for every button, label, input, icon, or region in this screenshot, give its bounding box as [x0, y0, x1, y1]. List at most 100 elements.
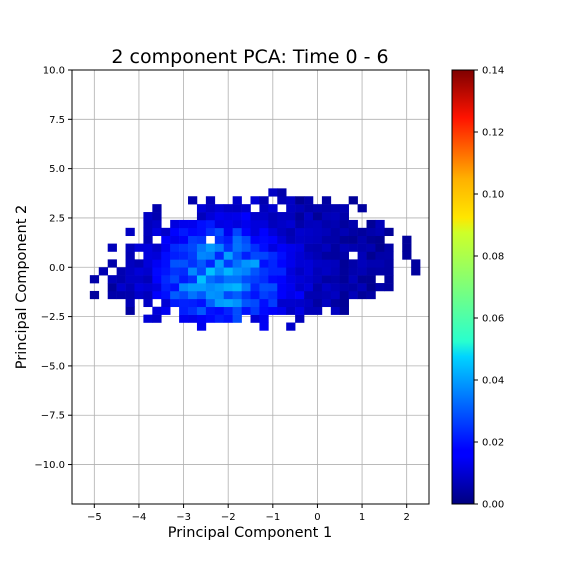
heatmap-cell [312, 259, 323, 268]
heatmap-cell [339, 267, 349, 276]
heatmap-cell [107, 275, 117, 284]
heatmap-cell [366, 290, 376, 300]
heatmap-cell [214, 314, 225, 323]
heatmap-cell [366, 243, 376, 252]
heatmap-cell [241, 204, 251, 213]
heatmap-cell [286, 275, 296, 284]
heatmap-cell [179, 227, 189, 237]
heatmap-cell [161, 283, 171, 292]
heatmap-cell [304, 212, 314, 221]
heatmap-cell [205, 283, 216, 292]
heatmap-cell [98, 267, 109, 276]
heatmap-cell [312, 204, 323, 213]
heatmap-cell [321, 275, 332, 284]
heatmap-cell [232, 275, 242, 284]
heatmap-cell [339, 259, 349, 268]
heatmap-cell [161, 290, 171, 300]
heatmap-cell [295, 212, 305, 221]
heatmap-cell [241, 212, 251, 221]
heatmap-cell [188, 314, 198, 323]
heatmap-cell [188, 275, 198, 284]
heatmap-cell [205, 219, 216, 229]
heatmap-cell [196, 298, 207, 308]
heatmap-cell [259, 283, 269, 292]
heatmap-cell [259, 322, 269, 331]
heatmap-cells [89, 188, 421, 331]
heatmap-cell [205, 314, 216, 323]
heatmap-cell [348, 227, 358, 237]
heatmap-cell [125, 259, 135, 268]
heatmap-cell [143, 259, 153, 268]
heatmap-cell [232, 243, 242, 252]
heatmap-cell [348, 267, 358, 276]
heatmap-cell [339, 235, 349, 244]
heatmap-cell [223, 251, 233, 260]
heatmap-cell [259, 243, 269, 252]
heatmap-cell [143, 251, 153, 260]
heatmap-cell [241, 306, 251, 315]
heatmap-cell [259, 204, 269, 213]
heatmap-cell [304, 290, 314, 300]
heatmap-cell [214, 267, 225, 276]
heatmap-cell [250, 275, 260, 284]
heatmap-cell [384, 259, 394, 268]
heatmap-cell [268, 267, 278, 276]
heatmap-cell [312, 275, 323, 284]
heatmap-cell [125, 243, 135, 252]
heatmap-cell [304, 251, 314, 260]
heatmap-cell [170, 259, 180, 268]
heatmap-cell [214, 306, 225, 315]
heatmap-cell [223, 243, 233, 252]
heatmap-cell [152, 251, 162, 260]
heatmap-cell [339, 275, 349, 284]
heatmap-cell [375, 219, 385, 229]
heatmap-cell [188, 267, 198, 276]
heatmap-cell [196, 322, 207, 331]
x-axis-label: Principal Component 1 [168, 525, 332, 541]
heatmap-cell [196, 267, 207, 276]
y-tick-label: −2.5 [41, 312, 65, 323]
heatmap-cell [116, 283, 126, 292]
heatmap-cell [107, 259, 117, 268]
heatmap-cell [143, 298, 153, 308]
heatmap-cell [214, 251, 225, 260]
heatmap-cell [116, 290, 126, 300]
heatmap-cell [250, 290, 260, 300]
heatmap-cell [232, 212, 242, 221]
heatmap-cell [196, 275, 207, 284]
heatmap-cell [116, 267, 126, 276]
heatmap-cell [321, 267, 332, 276]
heatmap-cell [196, 283, 207, 292]
heatmap-cell [268, 204, 278, 213]
heatmap-cell [286, 251, 296, 260]
heatmap-cell [125, 251, 135, 260]
colorbar-tick-label: 0.00 [482, 500, 504, 511]
heatmap-cell [161, 259, 171, 268]
heatmap-cell [152, 275, 162, 284]
heatmap-cell [375, 251, 385, 260]
heatmap-cell [339, 290, 349, 300]
heatmap-cell [223, 275, 233, 284]
colorbar-tick-label: 0.10 [482, 190, 504, 201]
heatmap-cell [196, 227, 207, 237]
heatmap-cell [196, 306, 207, 315]
heatmap-cell [223, 290, 233, 300]
heatmap-cell [232, 219, 242, 229]
heatmap-cell [232, 283, 242, 292]
heatmap-cell [321, 298, 332, 308]
heatmap-cell [330, 290, 341, 300]
heatmap-cell [143, 314, 153, 323]
heatmap-cell [321, 196, 332, 205]
heatmap-cell [295, 243, 305, 252]
heatmap-cell [250, 212, 260, 221]
heatmap-cell [223, 283, 233, 292]
heatmap-cell [134, 275, 144, 284]
heatmap-cell [277, 306, 287, 315]
heatmap-cell [232, 227, 242, 237]
y-tick-label: 5.0 [49, 164, 65, 175]
heatmap-cell [348, 196, 358, 205]
heatmap-cell [214, 290, 225, 300]
heatmap-cell [134, 267, 144, 276]
heatmap-cell [402, 243, 412, 252]
x-tick-label: −3 [176, 512, 191, 523]
